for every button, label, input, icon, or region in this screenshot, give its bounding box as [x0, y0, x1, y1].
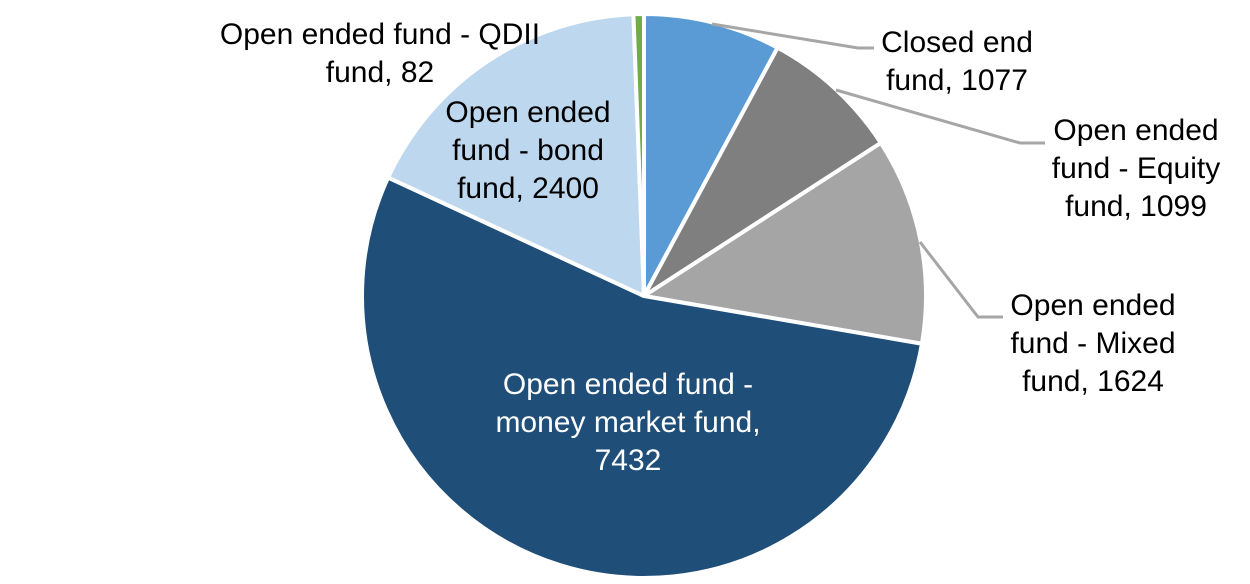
label-line: Open ended fund - — [502, 368, 754, 401]
pie-slice-money-market-fund — [360, 175, 924, 580]
label-line: fund, 2400 — [457, 172, 599, 205]
label-line: Open ended fund - QDII — [219, 18, 541, 51]
label-line: fund - Equity — [1051, 152, 1221, 185]
label-line: Open ended — [1053, 114, 1219, 147]
label-line: Open ended — [1010, 289, 1176, 322]
label-line: fund, 1624 — [1022, 365, 1164, 398]
data-label-money-market-fund: Open ended fund - money market fund, 743… — [495, 366, 760, 480]
pie-slice-equity-fund — [642, 45, 883, 298]
data-label-mixed-fund: Open ended fund - Mixed fund, 1624 — [1010, 287, 1175, 401]
data-label-qdii-fund: Open ended fund - QDII fund, 82 — [220, 16, 540, 92]
label-line: fund, 82 — [325, 56, 435, 89]
pie-slice-qdii-fund — [631, 12, 646, 298]
label-line: fund, 1099 — [1065, 190, 1207, 223]
label-line: fund, 1077 — [886, 64, 1028, 97]
pie-slices — [360, 12, 928, 580]
leader-line-mixed-fund — [918, 241, 1003, 319]
data-label-bond-fund: Open ended fund - bond fund, 2400 — [445, 94, 610, 208]
label-line: Open ended — [445, 96, 611, 129]
label-line: fund - Mixed — [1010, 327, 1176, 360]
label-line: fund - bond — [452, 134, 604, 167]
data-label-equity-fund: Open ended fund - Equity fund, 1099 — [1052, 112, 1220, 226]
label-line: 7432 — [594, 444, 662, 477]
pie-slice-mixed-fund — [642, 140, 928, 346]
leader-lines — [711, 22, 1045, 319]
leader-line-closed-end-fund — [711, 22, 874, 50]
pie-slice-closed-end-fund — [642, 12, 780, 298]
label-line: Closed end — [881, 26, 1033, 59]
pie-slice-bond-fund — [386, 12, 646, 298]
label-line: money market fund, — [495, 406, 761, 439]
leader-line-equity-fund — [835, 88, 1045, 145]
data-label-closed-end-fund: Closed end fund, 1077 — [881, 24, 1033, 100]
